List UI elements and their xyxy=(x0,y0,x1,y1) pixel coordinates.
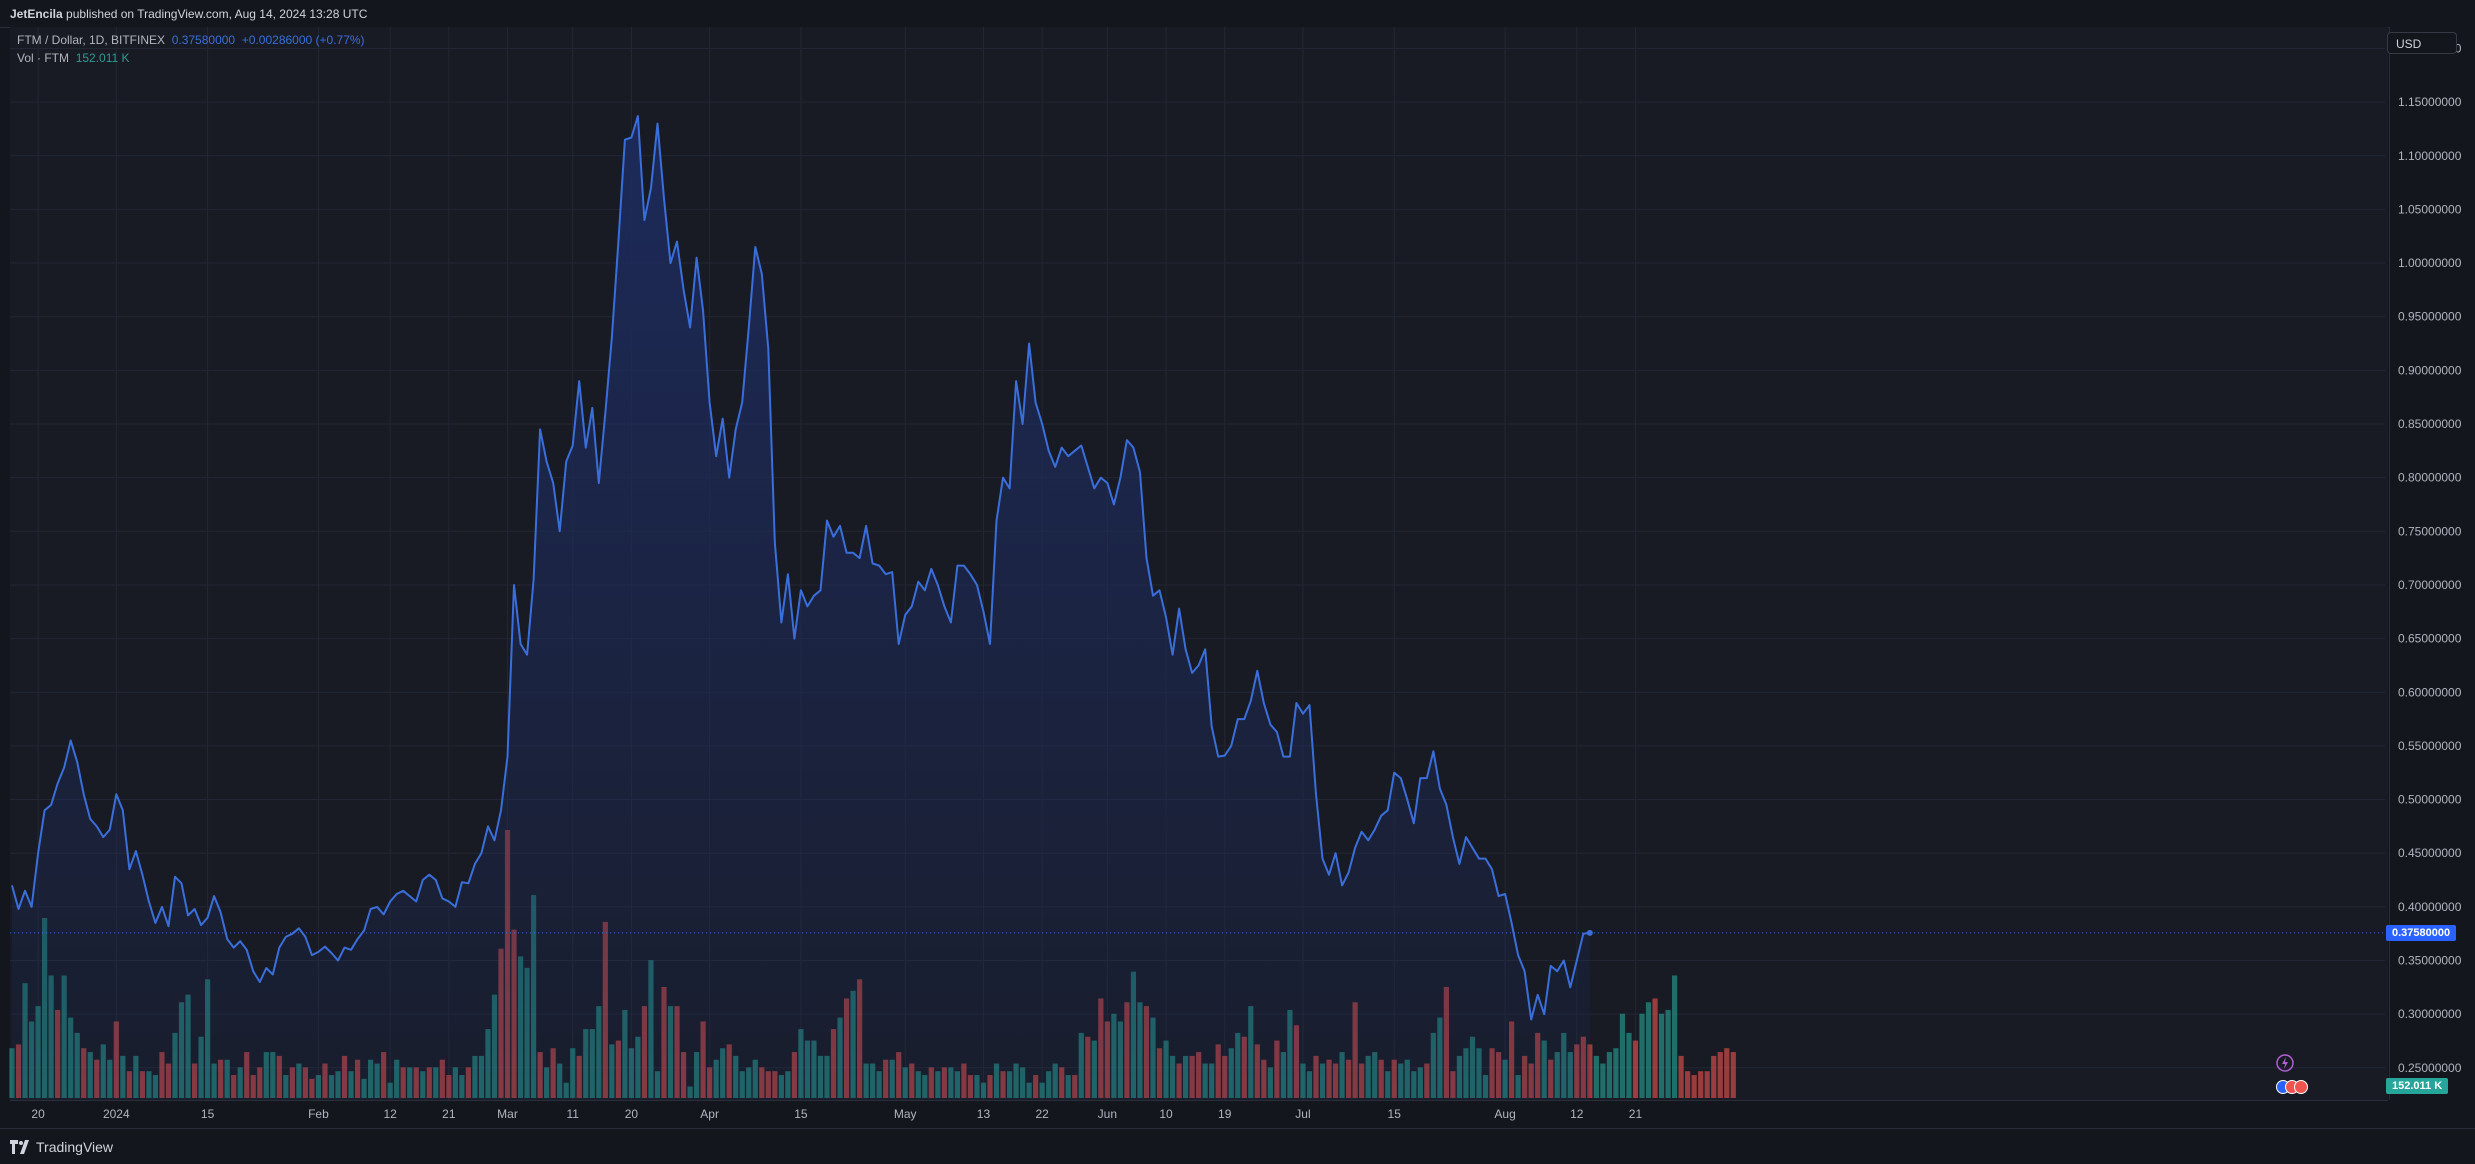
volume-bar xyxy=(1717,1052,1723,1098)
footer-brand-label: TradingView xyxy=(36,1139,114,1155)
x-tick-label: 20 xyxy=(31,1107,45,1121)
volume-bar xyxy=(1678,1055,1684,1098)
x-tick-label: 22 xyxy=(1035,1107,1049,1121)
footer-brand[interactable]: TradingView xyxy=(10,1139,113,1155)
volume-value: 152.011 K xyxy=(75,51,130,65)
y-tick-label: 0.90000000 xyxy=(2398,363,2462,377)
volume-bar xyxy=(1632,1040,1639,1098)
volume-bar xyxy=(1652,998,1658,1098)
volume-bar xyxy=(1645,1002,1652,1098)
symbol-label[interactable]: FTM / Dollar, 1D, BITFINEX xyxy=(17,33,166,47)
footer: TradingView xyxy=(0,1128,2475,1164)
volume-bar xyxy=(1665,1009,1671,1098)
x-tick-label: 15 xyxy=(201,1107,215,1121)
x-tick-label: 21 xyxy=(442,1107,456,1121)
lightning-bolt-icon xyxy=(2282,1057,2288,1069)
y-tick-label: 0.30000000 xyxy=(2398,1007,2462,1021)
x-tick-label: 21 xyxy=(1629,1107,1643,1121)
currency-button[interactable]: USD xyxy=(2387,32,2457,54)
y-tick-label: 0.70000000 xyxy=(2398,578,2462,592)
x-tick-label: Jun xyxy=(1098,1107,1117,1121)
volume-bar xyxy=(1704,1071,1710,1098)
volume-label[interactable]: Vol · FTM xyxy=(17,51,70,65)
y-tick-label: 0.85000000 xyxy=(2398,417,2462,431)
x-tick-label: 19 xyxy=(1218,1107,1232,1121)
volume-bar xyxy=(1685,1071,1691,1098)
publish-text: published on TradingView.com, Aug 14, 20… xyxy=(66,7,368,21)
volume-bar xyxy=(1730,1052,1736,1098)
x-tick-label: 2024 xyxy=(103,1107,130,1121)
series-legend: FTM / Dollar, 1D, BITFINEX 0.37580000 +0… xyxy=(17,33,365,47)
y-tick-label: 0.55000000 xyxy=(2398,739,2462,753)
x-tick-label: 20 xyxy=(625,1107,639,1121)
volume-bar xyxy=(1672,975,1678,1098)
x-tick-label: Aug xyxy=(1494,1107,1515,1121)
y-tick-label: 0.60000000 xyxy=(2398,685,2462,699)
volume-bar xyxy=(1691,1075,1697,1098)
x-tick-label: May xyxy=(894,1107,917,1121)
time-axis[interactable] xyxy=(10,1100,2388,1129)
volume-bar xyxy=(1593,1055,1599,1098)
y-tick-label: 1.15000000 xyxy=(2398,95,2462,109)
price-line xyxy=(11,115,1590,1021)
x-tick-label: Apr xyxy=(700,1107,719,1121)
x-tick-label: 10 xyxy=(1159,1107,1173,1121)
last-value: 0.37580000 xyxy=(171,33,236,47)
volume-bar xyxy=(1619,1013,1626,1098)
y-tick-label: 0.75000000 xyxy=(2398,524,2462,538)
lightning-event-icon xyxy=(2276,1054,2294,1072)
y-tick-label: 0.65000000 xyxy=(2398,632,2462,646)
price-area xyxy=(12,116,1590,1101)
y-tick-label: 0.95000000 xyxy=(2398,310,2462,324)
x-tick-label: 11 xyxy=(566,1107,579,1121)
volume-bar xyxy=(1613,1048,1619,1098)
volume-bar xyxy=(1600,1063,1606,1098)
y-tick-label: 0.45000000 xyxy=(2398,846,2462,860)
y-tick-label: 0.50000000 xyxy=(2398,793,2462,807)
flag-event-icon xyxy=(2294,1080,2308,1094)
volume-legend: Vol · FTM 152.011 K xyxy=(17,51,130,65)
volume-tag: 152.011 K xyxy=(2386,1078,2449,1094)
volume-bar xyxy=(1724,1048,1730,1098)
x-tick-label: 12 xyxy=(1570,1107,1584,1121)
author-name[interactable]: JetEncila xyxy=(10,7,63,21)
x-tick-label: Mar xyxy=(497,1107,518,1121)
y-tick-label: 0.25000000 xyxy=(2398,1061,2462,1075)
x-tick-label: 15 xyxy=(1388,1107,1402,1121)
volume-bar xyxy=(1626,1032,1632,1098)
tradingview-logo-icon xyxy=(10,1140,29,1154)
x-tick-label: 13 xyxy=(977,1107,991,1121)
publish-info: JetEncila published on TradingView.com, … xyxy=(10,7,367,21)
y-tick-label: 1.05000000 xyxy=(2398,202,2462,216)
volume-bar xyxy=(1698,1071,1704,1098)
volume-bar xyxy=(1606,1052,1612,1098)
y-tick-label: 0.80000000 xyxy=(2398,471,2462,485)
volume-bar xyxy=(1658,1013,1665,1098)
y-tick-label: 0.35000000 xyxy=(2398,954,2462,968)
volume-bar xyxy=(1587,1044,1593,1098)
price-axis[interactable] xyxy=(2389,27,2475,1100)
x-tick-label: 15 xyxy=(794,1107,808,1121)
last-price-dot xyxy=(1586,929,1593,936)
x-tick-label: Feb xyxy=(308,1107,329,1121)
last-price-tag: 0.37580000 xyxy=(2386,924,2457,941)
x-tick-label: 12 xyxy=(383,1107,397,1121)
y-tick-label: 1.10000000 xyxy=(2398,149,2462,163)
volume-bar xyxy=(1711,1055,1717,1098)
volume-bar xyxy=(1639,1013,1645,1098)
x-tick-label: Jul xyxy=(1295,1107,1310,1121)
change-value: +0.00286000 (+0.77%) xyxy=(241,33,365,47)
y-tick-label: 0.40000000 xyxy=(2398,900,2462,914)
y-tick-label: 1.00000000 xyxy=(2398,256,2462,270)
